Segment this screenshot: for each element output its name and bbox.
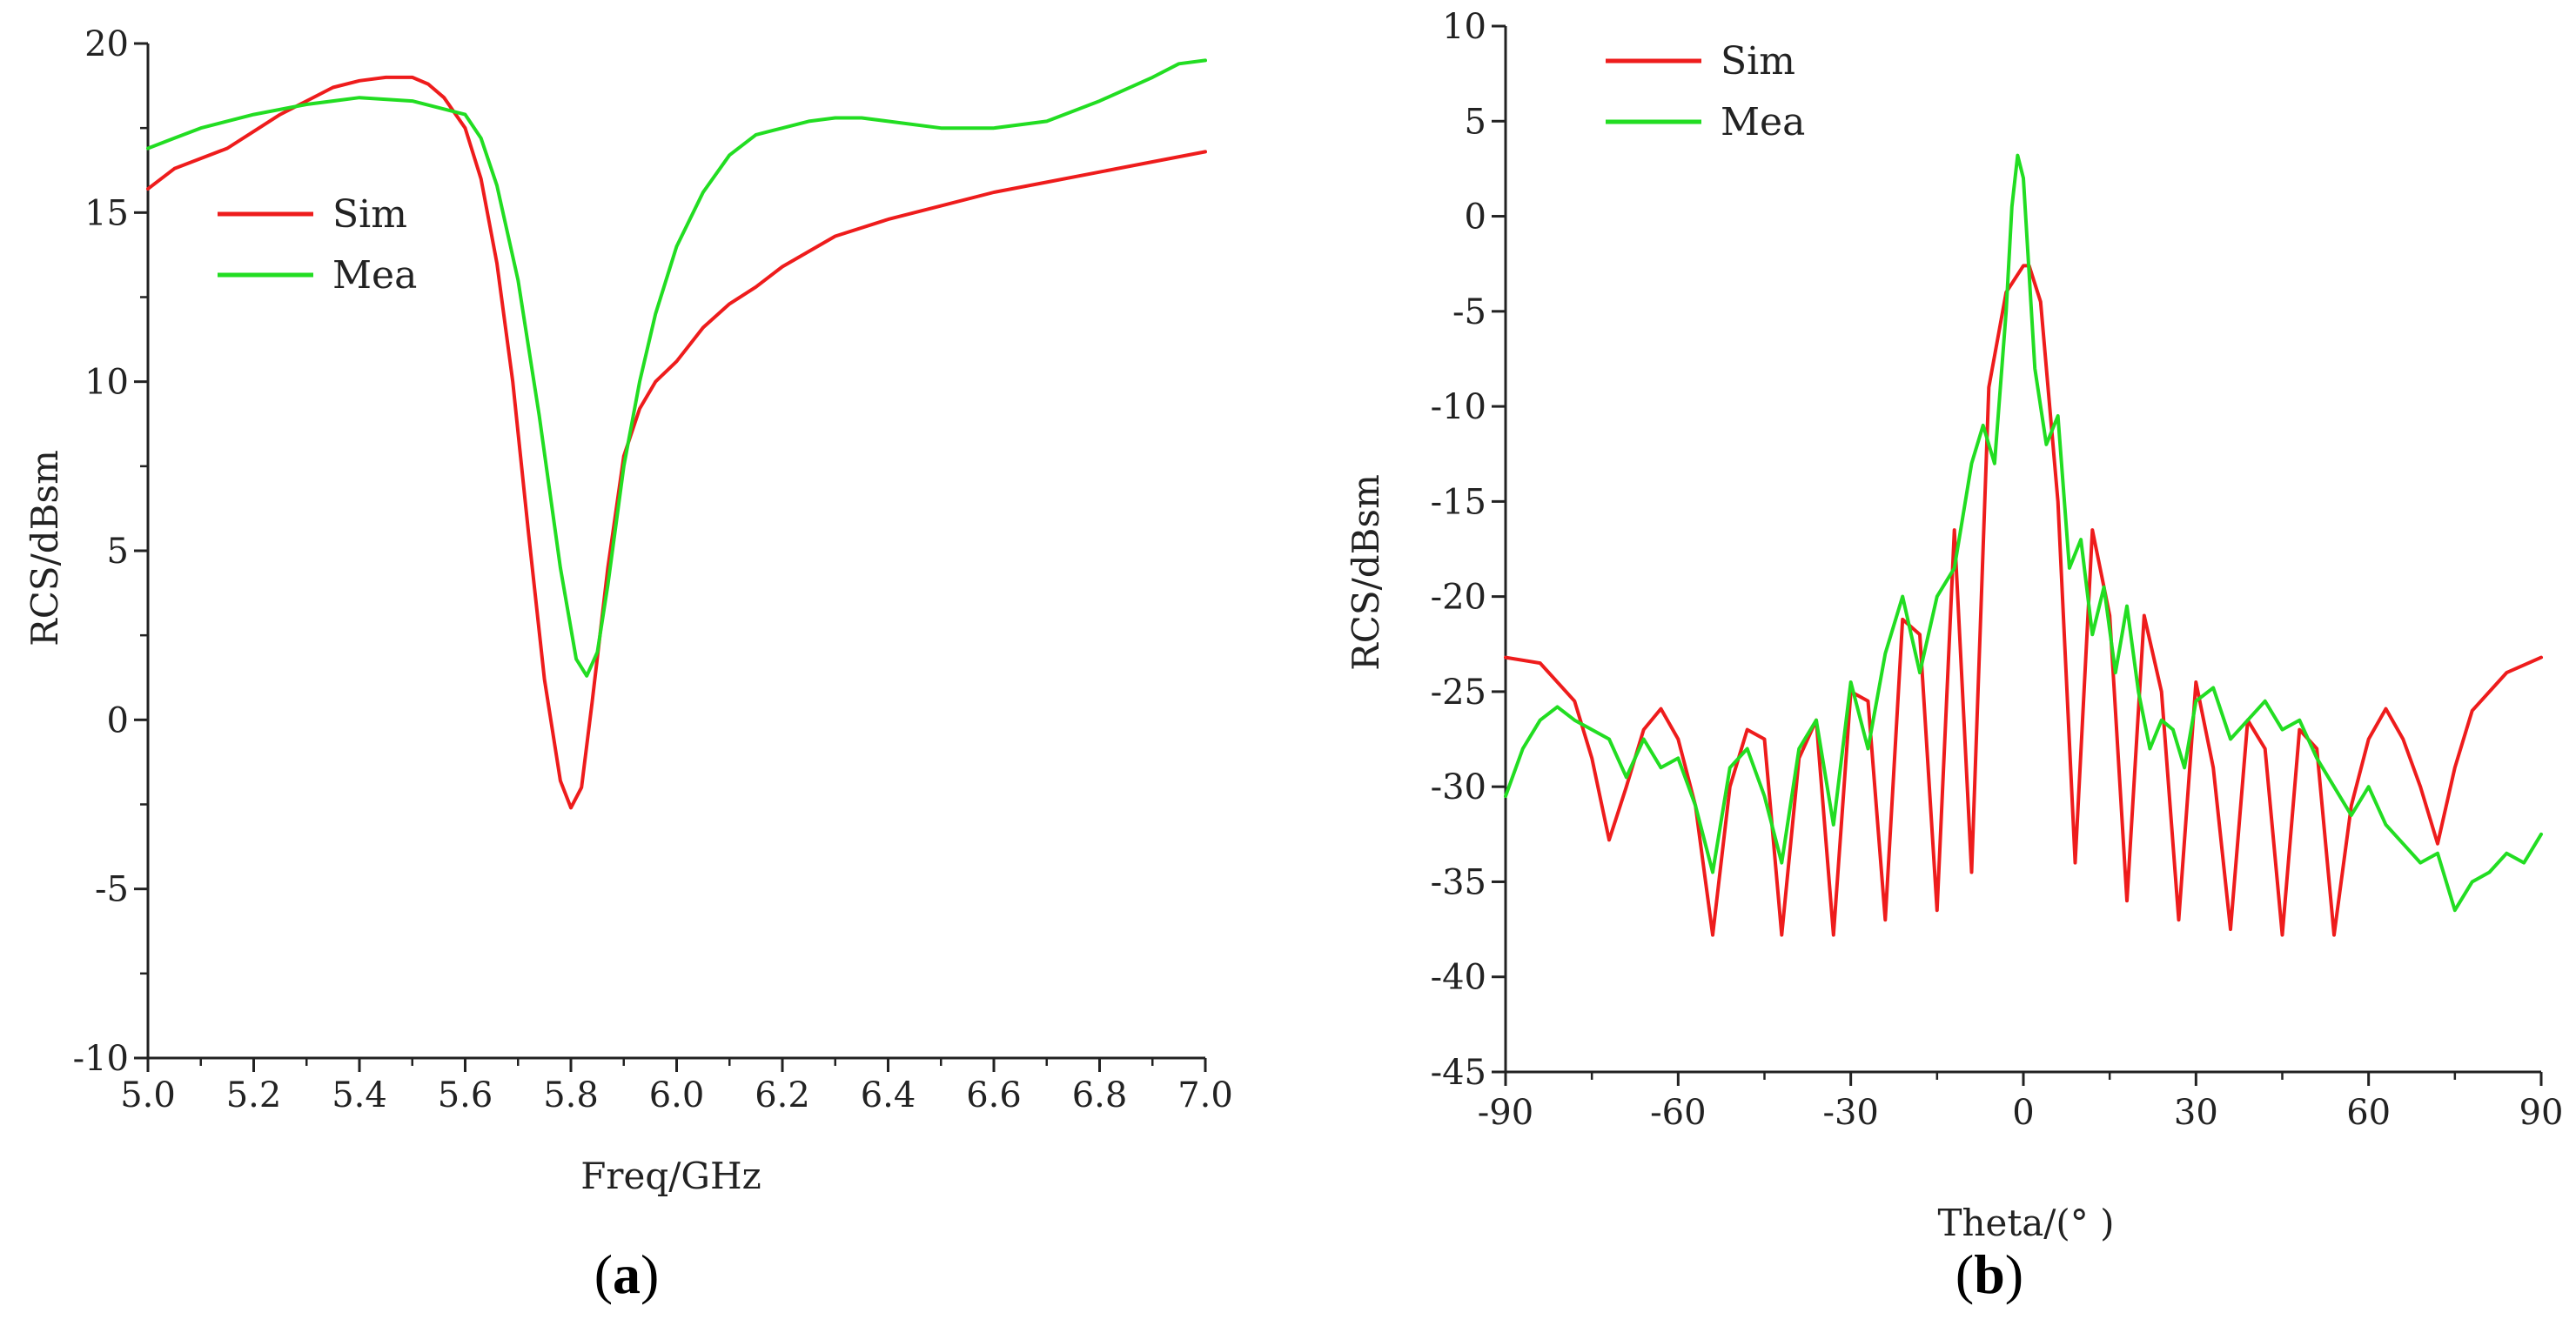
chart-a-x-tick-label: 5.6 [438,1075,493,1115]
chart-b-legend: Sim Mea [1606,39,1805,144]
panel-label-b-letter: b [1974,1243,2005,1305]
chart-b-y-tick-label: 10 [1442,7,1486,47]
chart-b-y-tick-label: -45 [1431,1053,1486,1093]
chart-b-y-tick-label: -10 [1431,387,1486,427]
chart-b-x-tick-label: 60 [2346,1093,2391,1133]
chart-a-y-tick-label: 10 [84,363,129,403]
chart-a-y-tick-label: 5 [107,532,129,572]
chart-a-y-tick-label: 15 [84,193,129,233]
chart-a-axes: 5.0 5.2 5.4 5.6 5.8 6.0 6.2 6.4 6.6 6.8 7.0 -10 -5 0 5… [73,24,1233,1115]
chart-b-y-tick-label: 5 [1465,102,1486,142]
chart-b-series-sim [1504,264,2543,937]
panel-label-b: (b) [1955,1243,2023,1305]
panel-label-a-letter: a [613,1243,641,1305]
chart-b-y-tick-label: -25 [1431,673,1486,713]
chart-panel-a: 5.0 5.2 5.4 5.6 5.8 6.0 6.2 6.4 6.6 6.8 7.0 -10 -5 0 5… [23,24,1233,1305]
chart-b-y-tick-label: -40 [1431,958,1486,998]
chart-a-y-tick-label: 0 [107,700,129,740]
chart-b-x-tick-label: 90 [2519,1093,2564,1133]
panel-label-a: (a) [594,1243,660,1305]
chart-b-series [1504,153,2543,937]
chart-b-x-tick-label: 30 [2174,1093,2218,1133]
chart-a-legend: Sim Mea [218,192,417,298]
chart-a-x-axis-title: Freq/GHz [580,1155,761,1197]
chart-b-y-tick-label: 0 [1465,198,1486,238]
chart-a-x-tick-label: 5.4 [332,1075,387,1115]
chart-a-series-sim [146,75,1207,810]
chart-a-series [146,58,1207,810]
chart-a-x-tick-label: 6.0 [649,1075,705,1115]
chart-b-series-mea [1504,153,2543,913]
chart-b-legend-label-mea: Mea [1721,100,1805,144]
chart-b-x-tick-label: 0 [2012,1093,2034,1133]
chart-b-x-axis-title: Theta/(° ) [1937,1202,2114,1244]
chart-b-x-tick-label: -30 [1822,1093,1878,1133]
chart-b-axes: -90 -60 -30 0 30 60 90 -45 -40 -35 -30 -25 -20 -15 -10… [1431,7,2564,1133]
chart-b-y-tick-label: -20 [1431,578,1486,618]
panel-label-b-close: ) [2005,1243,2023,1305]
chart-a-legend-label-mea: Mea [332,253,417,298]
chart-a-legend-label-sim: Sim [332,192,407,237]
panel-label-a-open: ( [594,1243,613,1305]
chart-a-x-tick-label: 6.8 [1072,1075,1128,1115]
panel-label-b-open: ( [1955,1243,1974,1305]
chart-b-legend-label-sim: Sim [1721,39,1795,84]
chart-a-series-mea [146,58,1207,678]
chart-b-x-tick-label: -60 [1650,1093,1706,1133]
chart-a-x-tick-label: 5.8 [543,1075,599,1115]
chart-b-x-tick-label: -90 [1478,1093,1533,1133]
chart-b-y-tick-label: -30 [1431,767,1486,807]
panel-label-a-close: ) [641,1243,659,1305]
chart-a-x-tick-label: 6.2 [755,1075,810,1115]
chart-a-y-tick-label: -5 [95,870,129,910]
chart-a-y-axis-title: RCS/dBsm [23,450,66,646]
chart-a-x-tick-label: 6.4 [861,1075,916,1115]
chart-panel-b: -90 -60 -30 0 30 60 90 -45 -40 -35 -30 -25 -20 -15 -10… [1345,7,2563,1305]
chart-a-x-tick-label: 7.0 [1177,1075,1233,1115]
chart-b-y-tick-label: -15 [1431,482,1486,522]
chart-a-x-tick-label: 5.0 [120,1075,176,1115]
chart-a-y-tick-label: 20 [84,24,129,64]
chart-b-y-tick-label: -5 [1452,292,1486,332]
chart-a-x-tick-label: 5.2 [226,1075,282,1115]
chart-a-x-tick-label: 6.6 [966,1075,1022,1115]
chart-a-y-tick-label: -10 [73,1039,129,1079]
chart-b-y-axis-title: RCS/dBsm [1345,474,1387,671]
chart-b-y-tick-label: -35 [1431,862,1486,902]
